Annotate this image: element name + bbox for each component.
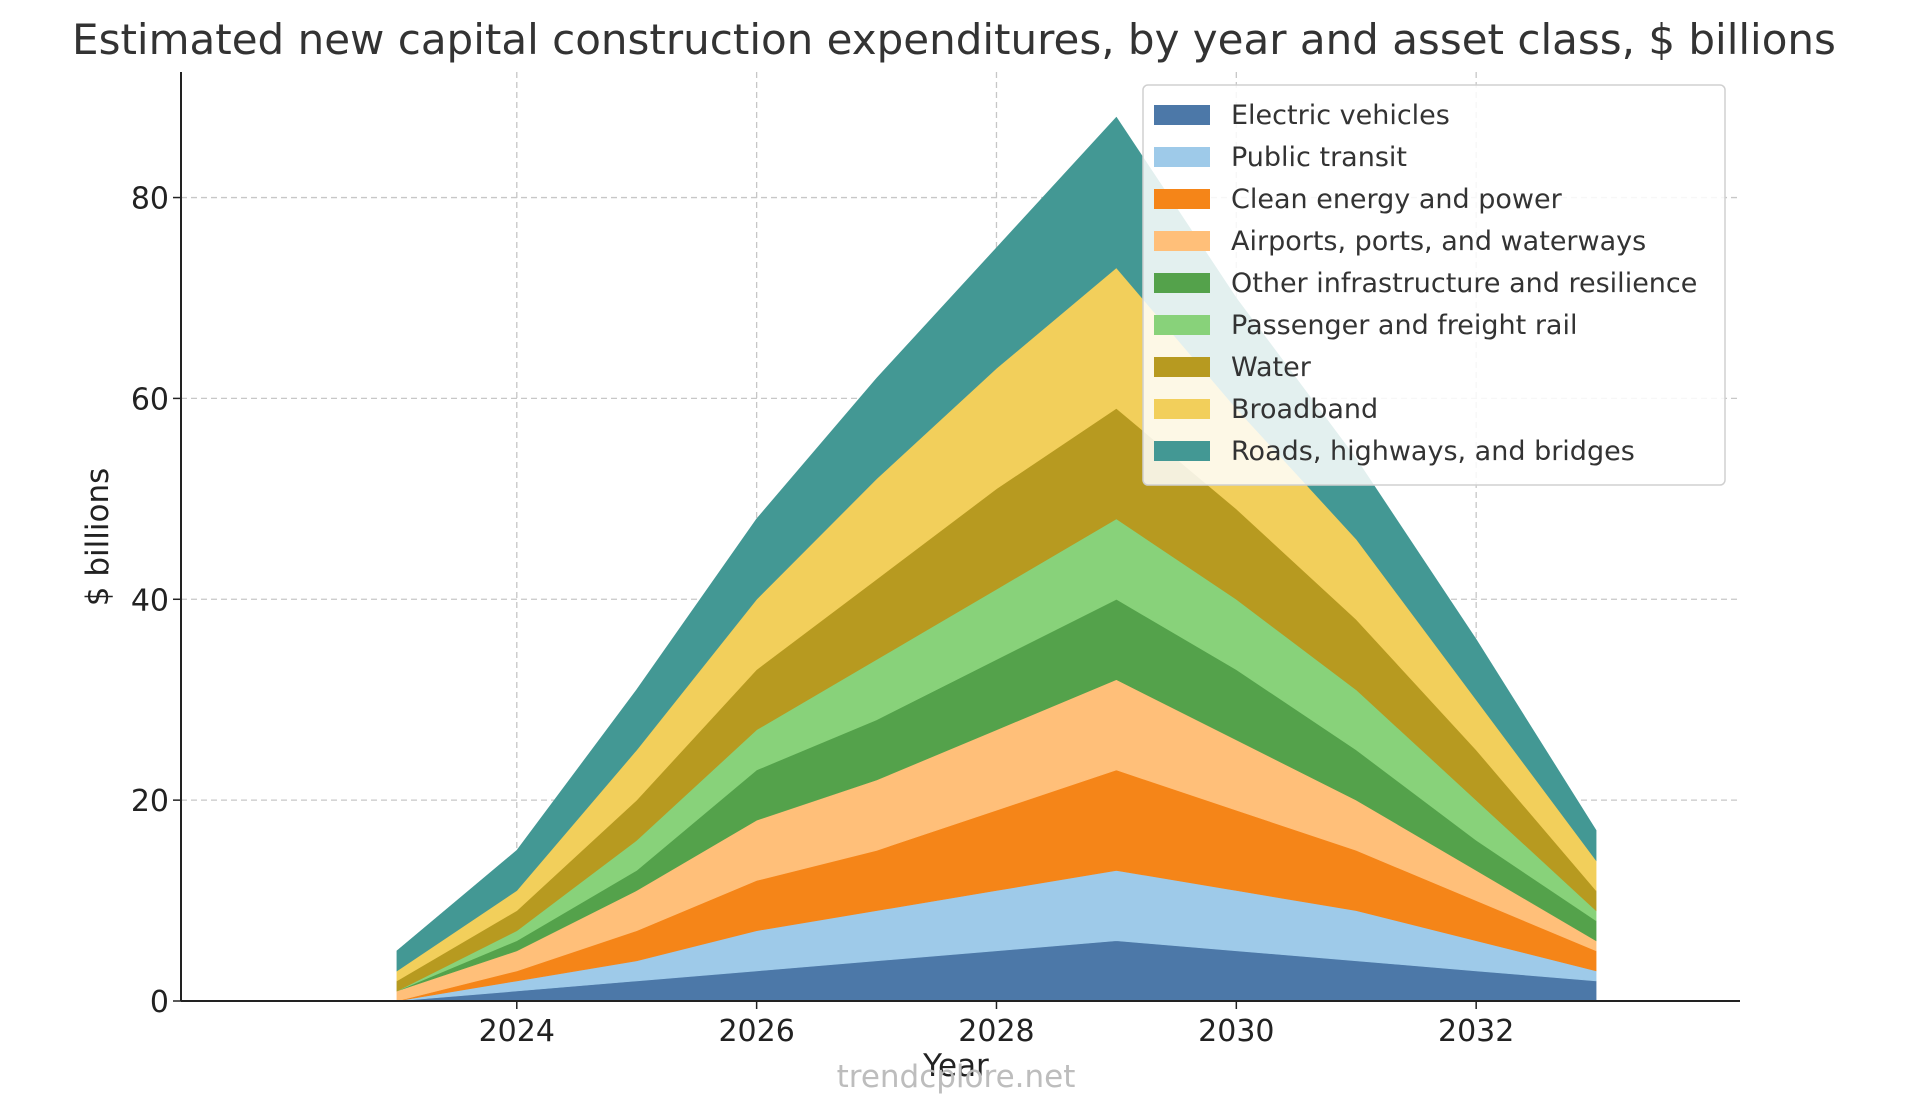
y-tick-label: 60 — [131, 382, 169, 417]
legend-frame — [1142, 84, 1726, 486]
legend-label: Passenger and freight rail — [1231, 310, 1577, 341]
x-tick-label: 2028 — [958, 1014, 1034, 1049]
x-tick-label: 2024 — [479, 1014, 555, 1049]
legend-swatch — [1154, 105, 1210, 125]
area-series-8 — [396, 116, 1597, 972]
legend-swatch — [1154, 315, 1210, 335]
y-tick-label: 80 — [131, 182, 169, 217]
stacked-areas — [396, 116, 1597, 1002]
x-tick-label: 2026 — [718, 1014, 794, 1049]
legend-label: Roads, highways, and bridges — [1231, 436, 1635, 467]
y-tick-label: 40 — [131, 583, 169, 618]
x-tick-label: 2030 — [1198, 1014, 1274, 1049]
legend-label: Clean energy and power — [1231, 184, 1563, 215]
legend-swatch — [1154, 273, 1210, 293]
legend-swatch — [1154, 399, 1210, 419]
legend-swatch — [1154, 189, 1210, 209]
legend-swatch — [1154, 231, 1210, 251]
y-tick-label: 20 — [131, 784, 169, 819]
y-axis-label: $ billions — [80, 468, 116, 606]
watermark: trendcplore.net — [837, 1059, 1076, 1095]
legend-label: Other infrastructure and resilience — [1231, 268, 1697, 299]
legend: Electric vehicles Public transit Clean ene… — [1142, 84, 1726, 486]
x-tick-label: 2032 — [1438, 1014, 1514, 1049]
legend-label: Broadband — [1231, 394, 1378, 425]
chart-title: Estimated new capital construction expen… — [72, 15, 1836, 64]
legend-label: Public transit — [1231, 142, 1407, 173]
legend-swatch — [1154, 357, 1210, 377]
y-tick-label: 0 — [150, 985, 169, 1020]
x-axis-label: Year — [922, 1048, 989, 1084]
legend-label: Electric vehicles — [1231, 100, 1450, 131]
legend-label: Water — [1231, 352, 1312, 383]
legend-swatch — [1154, 147, 1210, 167]
legend-swatch — [1154, 441, 1210, 461]
legend-label: Airports, ports, and waterways — [1231, 226, 1646, 257]
axes: 2024 2026 2028 2030 2032 0 20 40 60 80 — [131, 72, 1740, 1049]
